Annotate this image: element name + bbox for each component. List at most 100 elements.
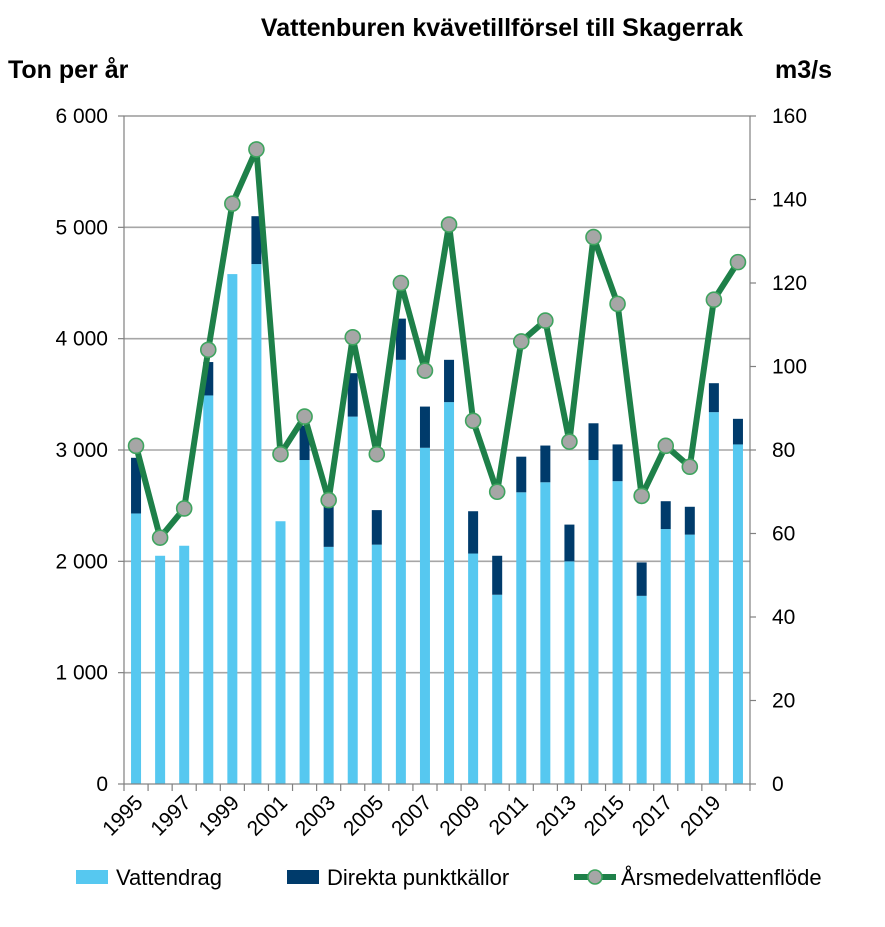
bar-direkta-punktkallor (684, 506, 695, 535)
y2-axis: 0 20 40 60 80 100 120 140 160 (750, 105, 807, 796)
bar-vattendrag (155, 555, 166, 784)
x-tick-label: 2015 (580, 791, 629, 840)
flow-point (464, 412, 482, 430)
bar-direkta-punktkallor (323, 500, 334, 547)
x-tick-label: 1999 (195, 791, 244, 840)
bar-direkta-punktkallor (419, 406, 430, 448)
y-tick-label: 3 000 (55, 439, 108, 462)
y-axis-label: Ton per år (8, 56, 129, 84)
flow-point (199, 341, 217, 359)
bar-direkta-punktkallor (468, 511, 479, 554)
flow-point (512, 333, 530, 350)
bar-vattendrag (251, 264, 262, 784)
bar-direkta-punktkallor (299, 425, 310, 461)
y2-axis-label: m3/s (775, 56, 832, 84)
flow-point (368, 445, 386, 463)
flow-series-line (133, 146, 741, 541)
legend: Vattendrag Direkta punktkällor Årsmedelvat… (76, 865, 822, 890)
y-tick-label: 5 000 (55, 216, 108, 239)
x-tick-label: 2007 (387, 791, 436, 840)
flow-point (296, 408, 313, 425)
bar-vattendrag (299, 460, 310, 784)
bar-direkta-punktkallor (395, 318, 406, 360)
x-tick-label: 2003 (291, 791, 340, 840)
y2-tick-label: 0 (772, 773, 784, 796)
bar-direkta-punktkallor (203, 362, 214, 396)
x-tick-label: 1997 (146, 791, 195, 840)
x-tick-label: 2019 (676, 791, 725, 840)
flow-point (561, 433, 578, 450)
flow-point (344, 328, 362, 346)
bar-direkta-punktkallor (636, 562, 647, 596)
bar-vattendrag (323, 546, 334, 784)
x-tick-label: 2013 (532, 791, 581, 840)
bar-vattendrag (371, 544, 382, 784)
legend-swatch-vattendrag (76, 870, 108, 884)
y2-tick-label: 80 (772, 439, 795, 462)
flow-point (585, 228, 602, 246)
y2-tick-label: 160 (772, 105, 807, 128)
x-tick-label: 2017 (628, 791, 677, 840)
flow-line (127, 141, 747, 546)
y-tick-label: 1 000 (55, 662, 108, 685)
flow-point (657, 437, 675, 455)
bar-vattendrag (516, 492, 527, 784)
bar-vattendrag (684, 534, 695, 784)
bar-vattendrag (588, 460, 599, 784)
y2-tick-label: 100 (772, 356, 807, 379)
flow-point (729, 253, 747, 271)
flow-point (488, 483, 506, 501)
legend-label-direkta-punktkallor: Direkta punktkällor (327, 865, 509, 890)
x-tick-label: 1995 (98, 791, 147, 840)
legend-swatch-direkta-punktkallor (287, 870, 319, 884)
bar-vattendrag (660, 529, 671, 784)
bar-direkta-punktkallor (732, 418, 743, 445)
x-tick-label: 2001 (243, 791, 292, 840)
bar-direkta-punktkallor (708, 383, 719, 413)
x-tick-label: 2011 (485, 791, 533, 839)
y-axis: 0 1 000 2 000 3 000 4 000 5 000 6 000 (55, 105, 124, 796)
x-tick-label: 2005 (339, 791, 388, 840)
flow-point (681, 458, 699, 476)
flow-point (416, 362, 434, 379)
bar-vattendrag (179, 545, 190, 784)
bar-vattendrag (708, 412, 719, 784)
legend-marker-arsmedelvattenflode (587, 869, 603, 885)
legend-label-arsmedelvattenflode: Årsmedelvattenflöde (621, 865, 822, 890)
flow-point (151, 529, 169, 546)
y2-tick-label: 140 (772, 189, 807, 212)
flow-point (705, 291, 723, 309)
y-tick-label: 6 000 (55, 105, 108, 128)
bar-direkta-punktkallor (612, 444, 623, 482)
bar-direkta-punktkallor (371, 510, 382, 545)
legend-label-vattendrag: Vattendrag (116, 865, 222, 890)
bar-direkta-punktkallor (131, 457, 142, 514)
bar-direkta-punktkallor (588, 423, 599, 461)
y-tick-label: 4 000 (55, 328, 108, 351)
flow-point (127, 437, 145, 455)
bar-direkta-punktkallor (660, 501, 671, 530)
flow-point (175, 500, 193, 517)
y-tick-label: 2 000 (55, 550, 108, 573)
y-tick-label: 0 (96, 773, 108, 796)
bar-vattendrag (275, 521, 286, 784)
x-tick-label: 2009 (435, 791, 484, 840)
bar-direkta-punktkallor (540, 445, 551, 483)
bar-direkta-punktkallor (564, 524, 575, 562)
bar-vattendrag (444, 402, 455, 784)
flow-point (320, 491, 337, 509)
bar-direkta-punktkallor (492, 555, 503, 595)
bar-direkta-punktkallor (251, 216, 262, 265)
bar-vattendrag (636, 595, 647, 784)
bar-vattendrag (540, 482, 551, 784)
bar-vattendrag (612, 481, 623, 784)
bar-direkta-punktkallor (347, 373, 358, 417)
flow-point (272, 445, 289, 463)
bar-vattendrag (564, 561, 575, 784)
bar-vattendrag (732, 444, 743, 784)
bar-vattendrag (347, 416, 358, 784)
bar-vattendrag (492, 594, 503, 784)
flow-point (248, 141, 265, 158)
